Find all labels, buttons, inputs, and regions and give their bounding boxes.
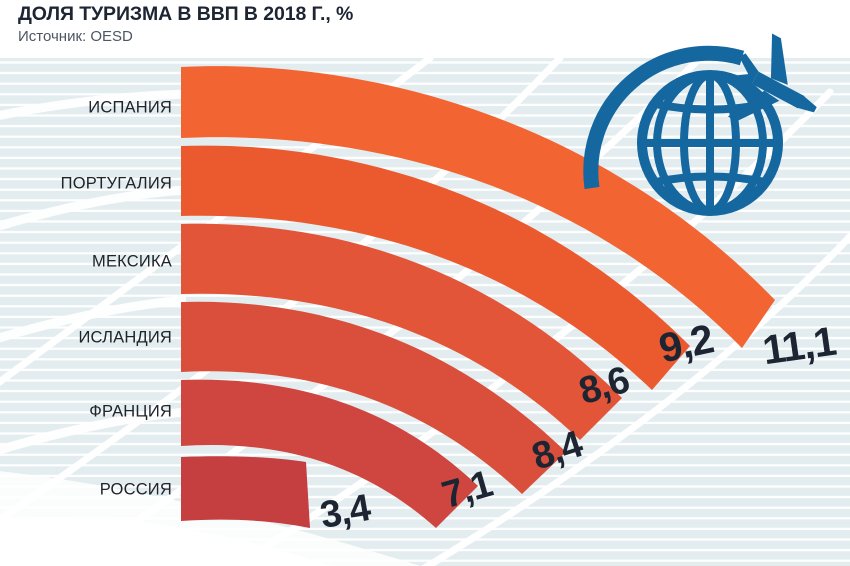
airplane-icon: [727, 33, 817, 122]
chart-source: Источник: OESD: [18, 28, 133, 46]
travel-icon-group: [583, 33, 817, 216]
bar-meksika[interactable]: [181, 223, 622, 440]
bar-ispaniya[interactable]: [181, 66, 775, 348]
bar-islandiya[interactable]: [181, 301, 566, 494]
bar-frantsiya[interactable]: [181, 379, 478, 528]
swoosh-arc-icon: [583, 45, 745, 190]
bar-portugaliya[interactable]: [181, 145, 690, 390]
page-title: ДОЛЯ ТУРИЗМА В ВВП В 2018 Г., %: [18, 3, 354, 25]
bar-rossiya[interactable]: [181, 456, 310, 528]
chart-header: ДОЛЯ ТУРИЗМА В ВВП В 2018 Г., % Источник…: [18, 4, 353, 46]
decorative-sweeps: [0, 89, 187, 455]
bars-group: [181, 66, 775, 528]
